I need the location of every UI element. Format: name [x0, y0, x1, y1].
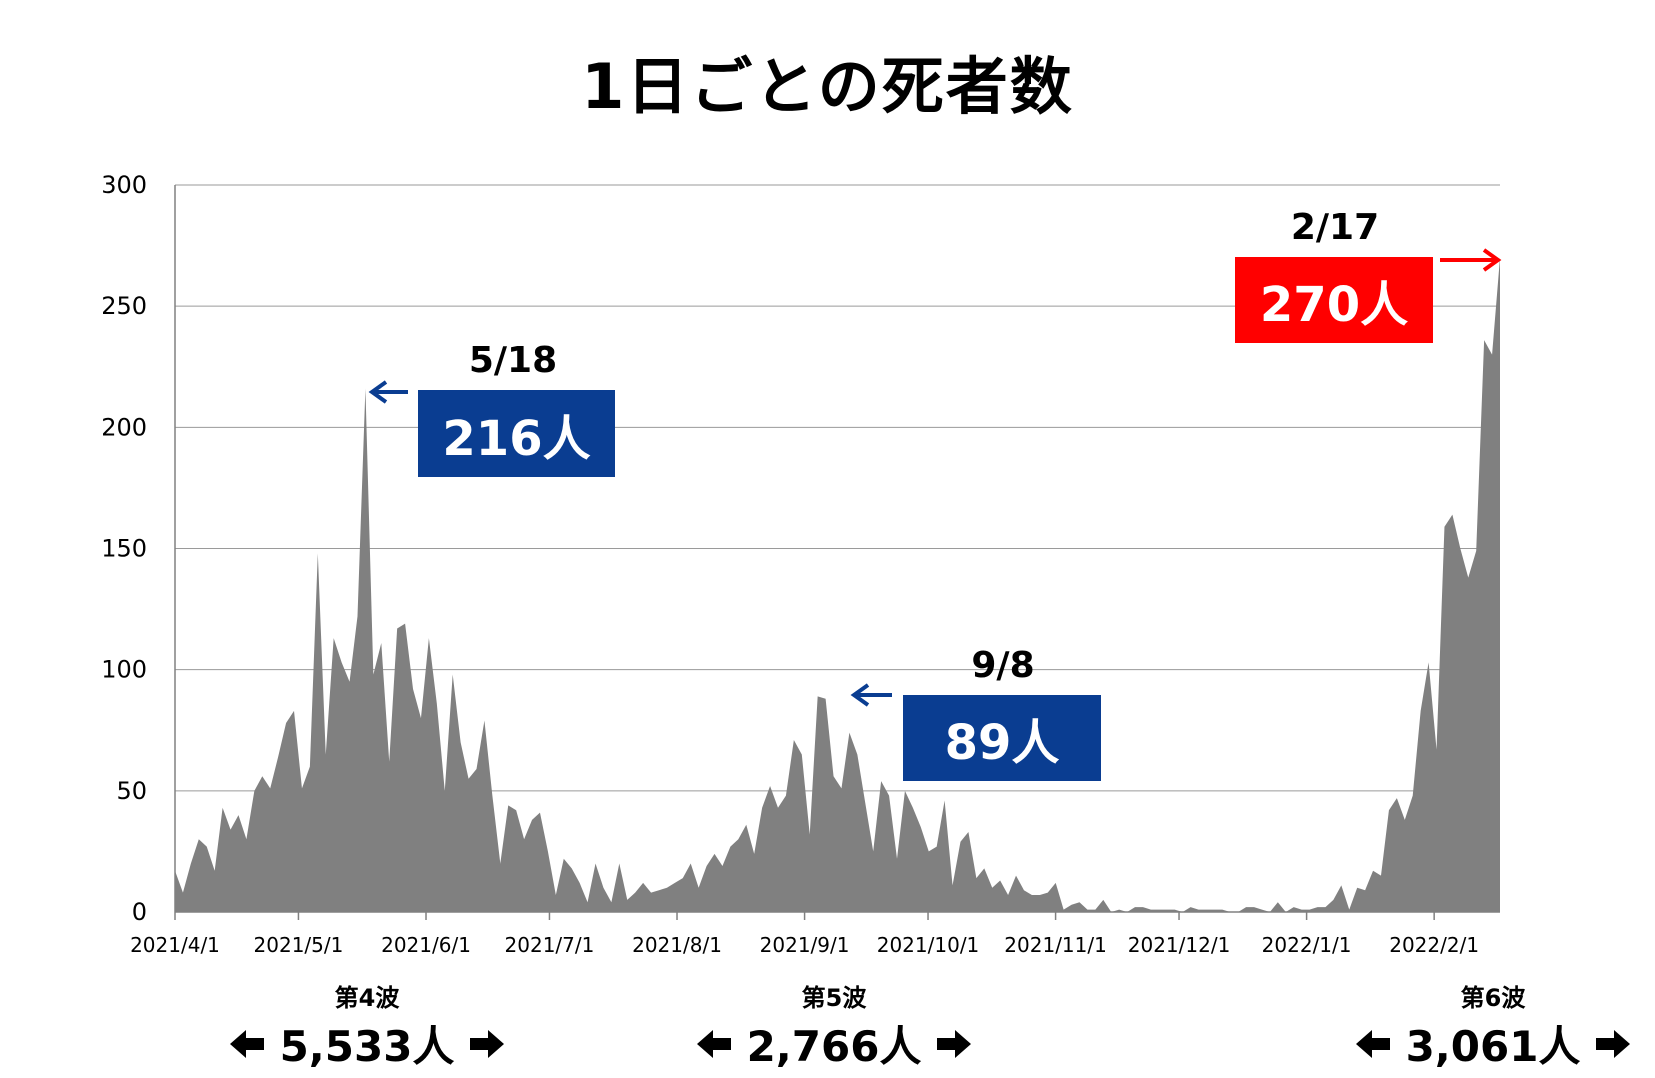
wave-6-total: 3,061人 — [1405, 1022, 1581, 1071]
arrow-right-icon — [1596, 1029, 1631, 1058]
y-tick-label: 200 — [101, 413, 147, 441]
x-tick-label: 2021/9/1 — [760, 933, 850, 957]
arrow-right-icon — [937, 1029, 972, 1058]
arrow-left-icon — [1355, 1029, 1390, 1058]
peak-arrow-5th-head — [850, 683, 870, 707]
peak-date-label-5th: 9/8 — [971, 645, 1035, 686]
chart-title: 1日ごとの死者数 — [581, 50, 1074, 123]
y-tick-label: 250 — [101, 292, 147, 320]
peak-arrow-4th-head — [368, 380, 388, 404]
wave-4-summary: 第4波 5,533人 — [207, 978, 527, 1074]
arrow-left-icon — [696, 1029, 731, 1058]
peak-date-label-4th: 5/18 — [468, 340, 558, 381]
y-tick-label: 0 — [132, 898, 147, 926]
arrow-left-icon — [229, 1029, 264, 1058]
y-tick-label: 300 — [101, 171, 147, 199]
wave-4-total: 5,533人 — [279, 1022, 455, 1071]
peak-value-callout-6th: 270人 — [1235, 257, 1433, 343]
y-tick-label: 50 — [116, 777, 147, 805]
x-tick-label: 2021/6/1 — [381, 933, 471, 957]
wave-5-summary: 第5波 2,766人 — [674, 978, 994, 1074]
arrow-right-icon — [470, 1029, 505, 1058]
x-tick-label: 2021/11/1 — [1004, 933, 1107, 957]
x-tick-label: 2021/10/1 — [877, 933, 980, 957]
series-area-daily-deaths — [175, 257, 1500, 912]
peak-date-label-6th: 2/17 — [1290, 207, 1380, 248]
peak-value-callout-5th: 89人 — [903, 695, 1101, 781]
peak-arrow-6th-head — [1482, 248, 1502, 272]
x-tick-label: 2022/1/1 — [1262, 933, 1352, 957]
x-tick-label: 2021/5/1 — [254, 933, 344, 957]
x-tick-label: 2021/7/1 — [505, 933, 595, 957]
y-tick-label: 150 — [101, 535, 147, 563]
wave-5-total: 2,766人 — [746, 1022, 922, 1071]
wave-5-name: 第5波 — [801, 984, 867, 1012]
y-tick-label: 100 — [101, 656, 147, 684]
wave-6-summary: 第6波 3,061人 — [1333, 978, 1653, 1074]
x-tick-label: 2021/12/1 — [1128, 933, 1231, 957]
peak-value-callout-4th: 216人 — [418, 390, 615, 477]
wave-4-name: 第4波 — [334, 984, 400, 1012]
x-tick-label: 2022/2/1 — [1389, 933, 1479, 957]
x-tick-label: 2021/4/1 — [130, 933, 220, 957]
x-tick-label: 2021/8/1 — [632, 933, 722, 957]
wave-6-name: 第6波 — [1460, 984, 1526, 1012]
